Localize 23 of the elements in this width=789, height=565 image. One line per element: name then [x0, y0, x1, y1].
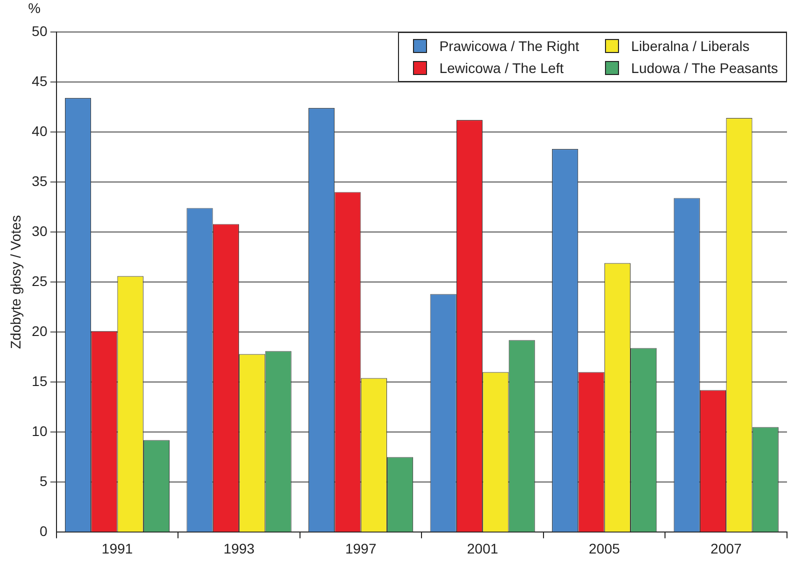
y-tick-label: 35	[32, 172, 48, 189]
y-tick-label: 0	[40, 523, 48, 540]
y-tick-label: 5	[40, 473, 48, 490]
x-tick-label: 1997	[345, 540, 377, 556]
x-tick-label: 1991	[102, 540, 134, 556]
x-tick-label: 2005	[588, 540, 620, 556]
x-tick-label: 2001	[466, 540, 498, 556]
y-tick-label: 50	[32, 22, 48, 39]
x-tick-label: 2007	[710, 540, 742, 556]
y-tick-label: 25	[32, 272, 48, 289]
legend-label: Ludowa / The Peasants	[631, 60, 778, 76]
y-tick-label: 15	[32, 373, 48, 389]
y-tick-label: 10	[32, 423, 48, 440]
text: %	[28, 0, 41, 16]
legend-label: Lewicowa / The Left	[439, 60, 564, 76]
y-tick-label: 20	[32, 322, 48, 339]
y-tick-label: 45	[32, 72, 48, 89]
y-axis-title: Zdobyte głosy / Votes	[7, 215, 24, 350]
x-tick-label: 1993	[223, 540, 255, 556]
y-tick-label: 30	[32, 222, 48, 239]
y-tick-label: 40	[32, 122, 48, 139]
legend-label: Prawicowa / The Right	[439, 38, 580, 54]
legend-label: Liberalna / Liberals	[631, 38, 750, 54]
